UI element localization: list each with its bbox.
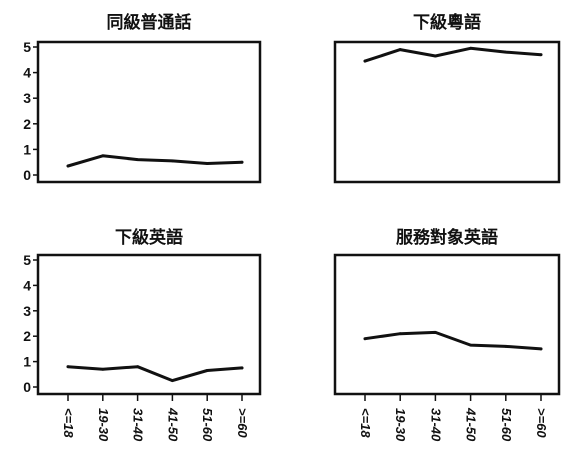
x-tick-label: 41-50 [464, 407, 479, 442]
data-point [469, 46, 472, 50]
x-tick-label: 31-40 [131, 408, 146, 442]
chart-panel-4: 服務對象英語 <=18 19-30 31-40 41-50 51-60 >=60 [333, 227, 561, 442]
data-point [240, 366, 244, 370]
data-point [469, 343, 472, 347]
data-point [398, 332, 402, 336]
chart-panel-1: 同級普通話 0 1 2 3 4 5 [23, 12, 262, 184]
data-point [101, 154, 105, 158]
data-point [205, 162, 209, 165]
y-tick-label: 1 [23, 141, 31, 157]
data-point [504, 344, 508, 348]
data-point [66, 365, 70, 369]
data-point [171, 159, 174, 163]
y-tick-label: 4 [23, 65, 31, 81]
data-point [136, 365, 140, 369]
y-tick-label: 2 [23, 328, 31, 344]
data-point [434, 54, 437, 58]
series-line [66, 154, 244, 168]
data-point [136, 158, 140, 162]
y-tick-label: 4 [23, 277, 31, 293]
series-line [363, 330, 543, 351]
data-point [504, 50, 508, 54]
y-tick-label: 5 [23, 252, 31, 268]
plot-frame [36, 253, 262, 396]
x-tick-label: >=60 [534, 408, 549, 438]
data-point [240, 160, 244, 164]
y-tick-label: 2 [23, 116, 31, 132]
chart-panel-3: 下級英語 0 1 2 3 4 5 <=18 19-30 31-40 41-50 51-60 >=60 [23, 227, 262, 442]
data-point [363, 337, 367, 341]
plot-frame [36, 40, 262, 184]
data-point [363, 59, 367, 63]
plot-frame [333, 40, 561, 184]
data-point [539, 53, 543, 57]
chart-title: 下級粵語 [413, 12, 481, 33]
x-tick-label: <=18 [61, 408, 76, 438]
x-tick-label: >=60 [235, 408, 250, 438]
data-point [66, 164, 70, 168]
x-tick-label: 31-40 [428, 408, 443, 442]
data-point [434, 330, 437, 334]
chart-title: 同級普通話 [107, 12, 192, 33]
x-tick-label: 51-60 [200, 408, 215, 442]
y-tick-label: 0 [23, 379, 31, 395]
y-tick-label: 3 [23, 90, 31, 106]
y-tick-label: 5 [23, 39, 31, 55]
x-tick-label: 41-50 [165, 407, 180, 442]
x-tick-label: 19-30 [96, 408, 111, 442]
y-tick-label: 3 [23, 303, 31, 319]
series-line [66, 365, 244, 383]
data-point [205, 369, 209, 372]
x-tick-label: <=18 [358, 408, 373, 438]
y-tick-label: 1 [23, 354, 31, 370]
x-tick-label: 51-60 [499, 408, 514, 442]
chart-title: 下級英語 [115, 227, 183, 248]
chart-title: 服務對象英語 [396, 227, 498, 248]
plot-frame [333, 253, 561, 396]
series-line [363, 46, 543, 63]
data-point [398, 48, 402, 51]
data-point [101, 367, 105, 371]
y-tick-label: 0 [23, 167, 31, 183]
chart-panel-2: 下級粵語 [333, 12, 561, 184]
x-tick-label: 19-30 [393, 408, 408, 442]
data-point [171, 379, 174, 383]
data-point [539, 347, 543, 351]
